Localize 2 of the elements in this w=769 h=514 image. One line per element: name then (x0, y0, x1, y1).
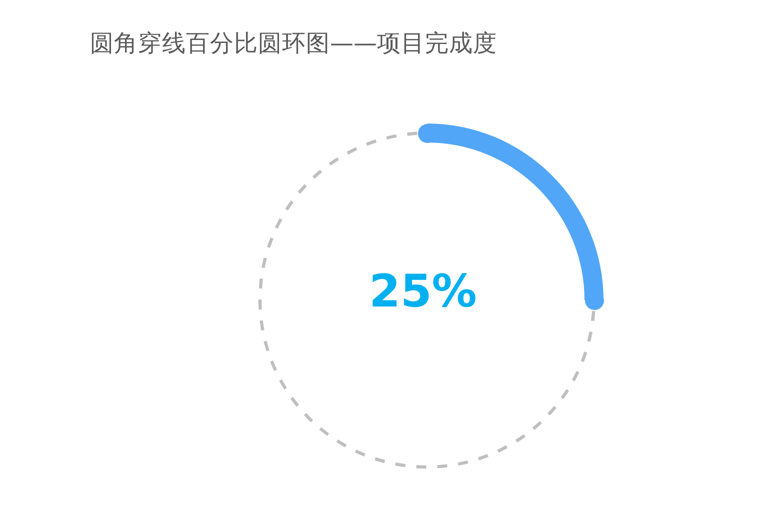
text: 25% (369, 264, 477, 318)
chart-title: 圆角穿线百分比圆环图——项目完成度 (90, 28, 497, 58)
